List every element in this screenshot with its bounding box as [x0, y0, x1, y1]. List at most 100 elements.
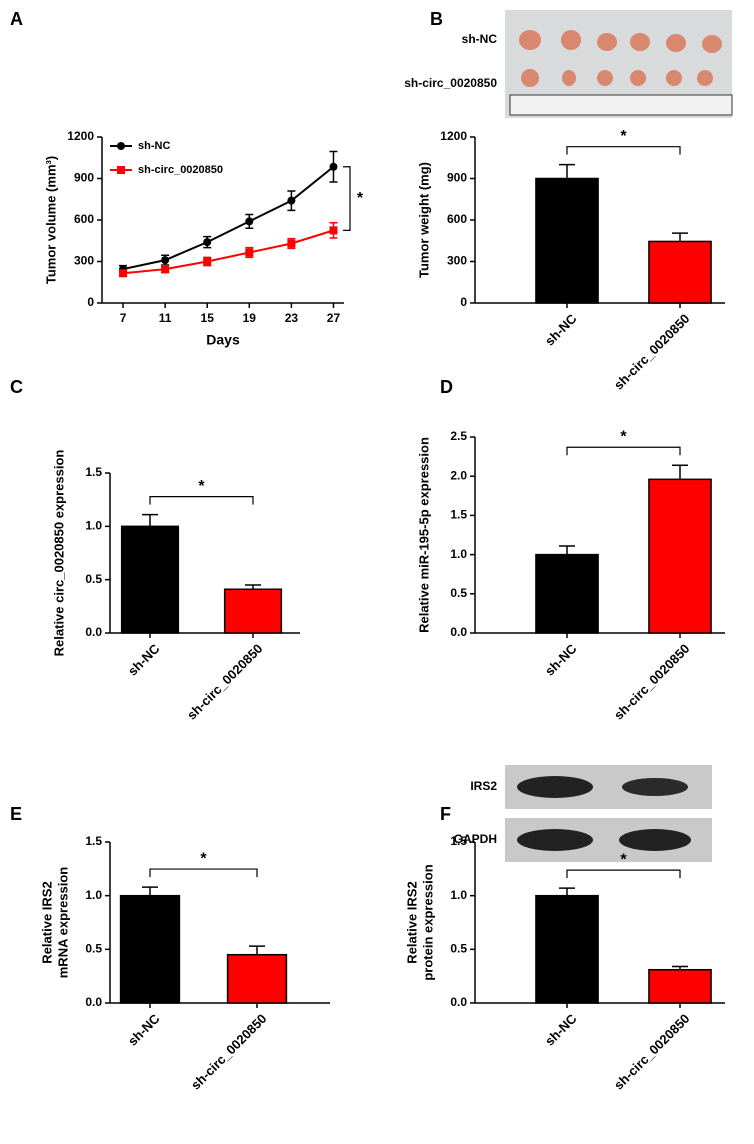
point	[161, 256, 170, 265]
bar	[226, 953, 288, 1004]
point	[119, 269, 128, 278]
error-bar	[245, 584, 261, 590]
point	[287, 196, 296, 205]
panel-letter: A	[10, 9, 23, 29]
image-label: sh-circ_0020850	[404, 76, 497, 90]
panel-letter: C	[10, 377, 23, 397]
bar	[535, 894, 599, 1004]
significance-bracket	[566, 446, 681, 456]
x-tick-label: sh-circ_0020850	[611, 1011, 693, 1093]
legend-marker	[117, 166, 125, 174]
x-tick-label: sh-NC	[125, 641, 163, 679]
error-bar	[249, 945, 265, 955]
x-tick-label: 15	[201, 311, 215, 325]
y-tick-label: 900	[447, 171, 467, 185]
y-tick-label: 1.0	[450, 547, 467, 561]
series-line	[122, 229, 334, 275]
bar	[120, 525, 180, 634]
y-axis-label: mRNA expression	[55, 867, 70, 979]
y-tick-label: 600	[74, 212, 94, 226]
y-tick-label: 1.5	[85, 465, 102, 479]
y-tick-label: 2.0	[450, 468, 467, 482]
error-bar	[672, 965, 688, 970]
significance-bracket	[566, 869, 681, 879]
x-tick-label: sh-circ_0020850	[611, 641, 693, 723]
image-label: sh-NC	[462, 32, 498, 46]
y-tick-label: 300	[74, 254, 94, 268]
panel-letter: E	[10, 804, 22, 824]
x-tick-label: 7	[120, 311, 127, 325]
point	[203, 257, 212, 266]
x-tick-label: sh-circ_0020850	[611, 311, 693, 393]
bar	[648, 240, 712, 304]
significance: *	[620, 128, 627, 145]
y-tick-label: 900	[74, 171, 94, 185]
x-tick-label: sh-circ_0020850	[184, 641, 266, 723]
y-axis-label: Relative IRS2	[404, 881, 419, 963]
error-bar	[142, 886, 158, 896]
x-tick-label: sh-NC	[125, 1011, 163, 1049]
y-tick-label: 0.0	[85, 995, 102, 1009]
y-tick-label: 1.0	[450, 888, 467, 902]
error-bar	[672, 232, 688, 242]
significance-bracket	[149, 496, 254, 505]
error-bar	[559, 887, 575, 896]
y-tick-label: 600	[447, 212, 467, 226]
y-tick-label: 0	[460, 295, 467, 309]
y-tick-label: 1200	[67, 129, 94, 143]
y-axis-label: protein expression	[420, 864, 435, 980]
y-axis-label: Relative IRS2	[39, 881, 54, 963]
significance: *	[198, 478, 205, 495]
y-tick-label: 1.5	[450, 834, 467, 848]
significance: *	[620, 851, 627, 868]
x-tick-label: 11	[159, 311, 172, 325]
significance-bracket	[343, 166, 351, 231]
series-line	[122, 165, 335, 271]
significance: *	[200, 850, 207, 867]
bar	[535, 553, 599, 634]
bar	[535, 177, 599, 304]
blot-label: GAPDH	[454, 832, 497, 846]
y-axis-label: Relative circ_0020850 expression	[51, 450, 66, 657]
error-bar	[559, 163, 575, 179]
tumor-photo	[505, 10, 733, 118]
significance: *	[620, 428, 627, 445]
y-tick-label: 0.5	[450, 942, 467, 956]
bar	[648, 478, 712, 634]
y-tick-label: 0	[87, 295, 94, 309]
y-tick-label: 1.0	[85, 888, 102, 902]
y-tick-label: 0.5	[85, 942, 102, 956]
y-tick-label: 0.0	[450, 995, 467, 1009]
y-tick-label: 1.5	[85, 834, 102, 848]
x-tick-label: 27	[327, 311, 341, 325]
legend-label: sh-circ_0020850	[138, 164, 223, 176]
x-axis-label: Days	[206, 332, 240, 348]
bar	[648, 968, 712, 1004]
significance-bracket	[149, 868, 258, 878]
bar	[119, 894, 181, 1004]
y-tick-label: 1.5	[450, 508, 467, 522]
bar	[223, 588, 283, 634]
y-axis-label: Relative miR-195-5p expression	[416, 437, 431, 633]
x-tick-label: 23	[285, 311, 299, 325]
error-bar	[142, 513, 158, 527]
panel-letter: D	[440, 377, 453, 397]
y-tick-label: 2.5	[450, 429, 467, 443]
point	[245, 248, 254, 257]
error-bar	[672, 464, 688, 480]
error-bar	[559, 545, 575, 555]
panel-letter: B	[430, 9, 443, 29]
panel-letter: F	[440, 804, 451, 824]
y-tick-label: 300	[447, 254, 467, 268]
y-tick-label: 1.0	[85, 519, 102, 533]
blot-label: IRS2	[470, 779, 497, 793]
x-tick-label: sh-NC	[542, 641, 580, 679]
point	[329, 226, 338, 235]
point	[203, 238, 212, 247]
y-tick-label: 0.5	[85, 572, 102, 586]
point	[329, 162, 338, 171]
y-tick-label: 0.0	[85, 625, 102, 639]
point	[161, 265, 170, 274]
x-tick-label: 19	[243, 311, 257, 325]
